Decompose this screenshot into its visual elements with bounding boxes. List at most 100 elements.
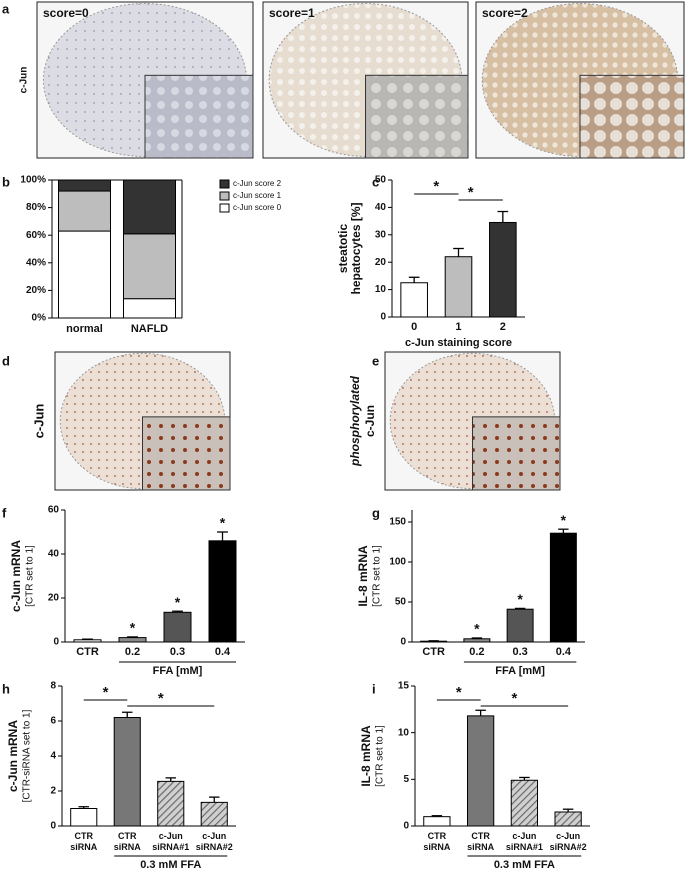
bar-segment (58, 179, 111, 192)
x-tick-label: 0.2 (124, 646, 141, 658)
comparison-label: * (158, 690, 164, 707)
side-label: c-Jun (31, 404, 46, 439)
x-tick-label: CTR siRNA (70, 831, 98, 852)
y-axis-label: c-Jun mRNA (6, 720, 20, 792)
legend-label: c-Jun score 0 (233, 203, 282, 212)
panel-letter: a (2, 1, 10, 16)
x-axis-label: 0.3 mM FFA (140, 859, 201, 871)
x-tick-label: 0 (411, 321, 418, 333)
y-tick-label: 100 (389, 557, 406, 568)
y-tick-label: 0 (400, 637, 406, 648)
bar (554, 811, 582, 827)
micrograph (384, 351, 561, 491)
y-tick-label: 10 (398, 727, 410, 738)
micrograph (54, 351, 231, 491)
y-tick-label: 0 (50, 821, 56, 832)
panel-letter: e (372, 353, 379, 368)
y-tick-label: 0 (380, 312, 386, 323)
y-axis-label: [CTR set to 1] (25, 545, 36, 607)
y-tick-label: 30 (375, 229, 387, 240)
x-tick-label: 2 (499, 321, 506, 333)
y-tick-label: 20 (48, 593, 60, 604)
x-tick-label: 1 (455, 321, 462, 333)
significance-mark: * (474, 621, 480, 637)
x-tick-label: NAFLD (130, 323, 169, 335)
x-axis-label: FFA [mM] (153, 665, 203, 677)
micrograph (475, 1, 685, 159)
comparison-label: * (468, 184, 474, 201)
y-tick-label: 5 (403, 774, 409, 785)
y-tick-label: 50 (395, 597, 407, 608)
bar (73, 639, 102, 643)
significance-mark: * (517, 591, 523, 607)
x-tick-label: 0.2 (469, 646, 485, 658)
bar (200, 801, 228, 827)
bar-segment (123, 179, 176, 235)
y-axis-label: IL-8 mRNA (359, 725, 373, 787)
bar (163, 611, 192, 643)
legend-swatch (219, 203, 230, 213)
legend-label: c-Jun score 2 (233, 179, 282, 188)
bar (463, 638, 491, 643)
y-axis-label: steatotic (336, 224, 350, 274)
y-tick-label: 40 (375, 202, 387, 213)
panel-letter: h (2, 681, 10, 696)
legend-label: c-Jun score 1 (233, 191, 282, 200)
x-tick-label: CTR siRNA (423, 831, 451, 852)
image-label: score=1 (269, 6, 315, 20)
significance-mark: * (561, 512, 567, 528)
x-axis-label: FFA [mM] (495, 665, 545, 677)
bar (510, 779, 538, 827)
y-tick-label: 20 (375, 257, 387, 268)
significance-mark: * (130, 620, 136, 636)
y-tick-label: 8 (50, 681, 56, 692)
side-label: c-Jun (363, 405, 377, 437)
x-tick-label: CTR (422, 646, 445, 658)
bar (400, 282, 428, 318)
panel-letter: g (372, 505, 380, 520)
y-tick-label: 40% (26, 257, 46, 268)
image-label: score=2 (482, 6, 528, 20)
side-label: c-Jun (19, 67, 30, 94)
x-tick-label: 0.3 (512, 646, 528, 658)
x-tick-label: CTR siRNA (113, 831, 141, 852)
micrograph (36, 1, 254, 159)
y-tick-label: 0% (32, 313, 47, 324)
x-axis-label: 0.3 mM FFA (494, 859, 555, 871)
y-axis-label: IL-8 mRNA (356, 545, 370, 607)
x-tick-label: normal (66, 323, 103, 335)
y-tick-label: 0 (53, 637, 59, 648)
y-tick-label: 15 (398, 681, 410, 692)
image-label: score=0 (43, 6, 89, 20)
x-tick-label: CTR (76, 646, 99, 658)
bar-segment (123, 298, 176, 319)
y-axis-label: c-Jun mRNA (9, 540, 23, 612)
bar (70, 808, 98, 827)
y-tick-label: 4 (50, 751, 56, 762)
panel-letter: d (2, 353, 10, 368)
panel-letter: f (2, 505, 7, 520)
bar (467, 715, 495, 827)
micrograph (262, 1, 469, 159)
bar (113, 717, 141, 827)
y-tick-label: 2 (50, 786, 56, 797)
y-axis-label: [CTR-siRNA set to 1] (22, 709, 33, 802)
y-axis-label: hepatocytes [%] (349, 202, 363, 294)
x-tick-label: c-Jun siRNA#1 (152, 831, 190, 852)
x-tick-label: c-Jun siRNA#2 (195, 831, 233, 852)
x-tick-label: 0.4 (555, 646, 572, 658)
y-tick-label: 6 (50, 716, 56, 727)
y-axis-label: [CTR set to 1] (375, 725, 386, 787)
y-tick-label: 20% (26, 285, 46, 296)
comparison-label: * (103, 684, 109, 701)
image-inset (365, 74, 469, 159)
y-axis-label: [CTR set to 1] (372, 545, 383, 607)
bar-segment (58, 230, 111, 319)
panel-letter: i (372, 681, 376, 696)
comparison-label: * (511, 690, 517, 707)
panel-letter: b (2, 174, 10, 189)
bar (506, 608, 534, 643)
bar (420, 640, 448, 643)
